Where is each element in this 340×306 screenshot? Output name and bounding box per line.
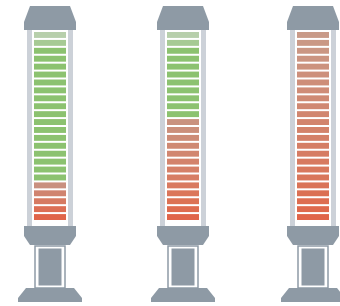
meter-segment xyxy=(297,214,329,220)
meter-segment xyxy=(297,72,329,78)
meter-segment xyxy=(167,80,199,86)
meter-segment xyxy=(297,80,329,86)
meter-stem xyxy=(301,248,325,286)
meter-segment xyxy=(297,175,329,181)
meter-foot xyxy=(151,288,215,302)
meter-segment xyxy=(34,206,66,212)
meter-cap xyxy=(157,6,209,30)
meter-foot xyxy=(281,288,340,302)
meter-segment xyxy=(167,103,199,109)
meter-segment xyxy=(167,32,199,38)
meter-segment xyxy=(167,87,199,93)
meter-foot xyxy=(18,288,82,302)
meter-segment xyxy=(167,190,199,196)
meter-segment xyxy=(297,48,329,54)
meter-segment xyxy=(297,103,329,109)
meter-segment xyxy=(297,40,329,46)
meter-segment xyxy=(34,182,66,188)
meter-segment xyxy=(167,119,199,125)
meter-segment xyxy=(167,111,199,117)
meter-segment xyxy=(297,56,329,62)
meter-segment xyxy=(167,182,199,188)
meter-segment xyxy=(297,95,329,101)
meter-base xyxy=(157,226,209,245)
meter-segment xyxy=(297,32,329,38)
meter-segment xyxy=(167,198,199,204)
meter-segment xyxy=(167,214,199,220)
meter-segment xyxy=(297,159,329,165)
meter-stem xyxy=(38,248,62,286)
meter-segment xyxy=(167,143,199,149)
meter-segment xyxy=(34,175,66,181)
meter-segment xyxy=(34,143,66,149)
meter-segment xyxy=(34,95,66,101)
meter-stem xyxy=(171,248,195,286)
meter-segment xyxy=(34,111,66,117)
meter-base xyxy=(287,226,339,245)
meter-segment xyxy=(297,64,329,70)
meter-segment xyxy=(34,80,66,86)
meter-segment xyxy=(34,48,66,54)
meter-segment xyxy=(167,135,199,141)
meter-segment xyxy=(34,103,66,109)
meter-segment xyxy=(297,190,329,196)
meter-segment xyxy=(297,198,329,204)
meter-segment xyxy=(297,87,329,93)
meter xyxy=(151,6,215,302)
meter-segment xyxy=(297,127,329,133)
meter-segment xyxy=(167,151,199,157)
meter-segment xyxy=(167,95,199,101)
meter-segment xyxy=(34,127,66,133)
page: Level meters {"meters": [ {"colors": ["#… xyxy=(0,0,340,306)
meter-segment xyxy=(34,40,66,46)
meter-segment xyxy=(34,32,66,38)
meter-segment xyxy=(34,214,66,220)
meter-cap xyxy=(287,6,339,30)
meter-segment xyxy=(167,56,199,62)
meter-segment xyxy=(167,48,199,54)
meter-segment xyxy=(34,64,66,70)
meter-base xyxy=(24,226,76,245)
meter-segment xyxy=(34,159,66,165)
meter-segment xyxy=(167,72,199,78)
meter-segment xyxy=(34,119,66,125)
meter-segment xyxy=(34,167,66,173)
meter-segment xyxy=(167,206,199,212)
meter-segment xyxy=(167,159,199,165)
meter xyxy=(18,6,82,302)
meter-segment xyxy=(167,127,199,133)
meter-segment xyxy=(34,87,66,93)
meter-segment xyxy=(34,135,66,141)
meter-segment xyxy=(167,40,199,46)
meter-segment xyxy=(167,64,199,70)
meter-segment xyxy=(297,206,329,212)
meter-segment xyxy=(167,167,199,173)
meter-segment xyxy=(297,119,329,125)
meter-segment xyxy=(34,190,66,196)
meter-segment xyxy=(297,135,329,141)
meter-segment xyxy=(167,175,199,181)
body: (() => { const data = JSON.parse(documen… xyxy=(0,0,340,306)
meter-segment xyxy=(297,151,329,157)
meter-segment xyxy=(297,111,329,117)
meter-segment xyxy=(34,72,66,78)
meter-segment xyxy=(297,143,329,149)
meter-segment xyxy=(297,167,329,173)
meter-segment xyxy=(34,198,66,204)
meter-segment xyxy=(34,56,66,62)
meter-segment xyxy=(297,182,329,188)
meter-segment xyxy=(34,151,66,157)
meter xyxy=(281,6,340,302)
meters-illustration xyxy=(0,0,340,306)
meter-cap xyxy=(24,6,76,30)
